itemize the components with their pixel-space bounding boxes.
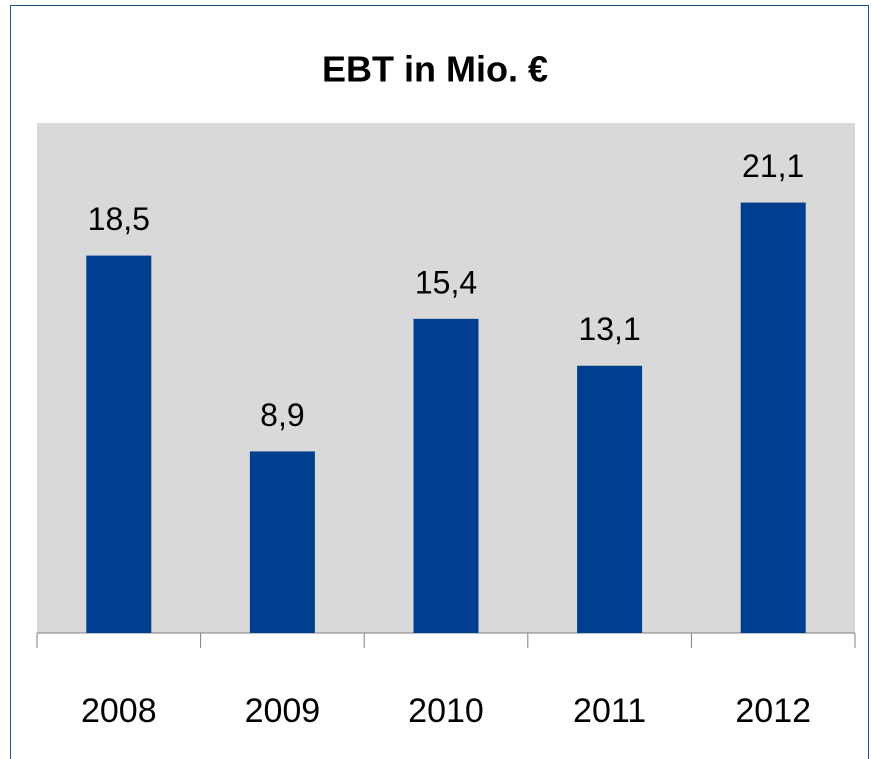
data-label: 13,1 <box>578 311 640 347</box>
x-tick-label: 2008 <box>81 692 157 730</box>
x-tick-label: 2012 <box>735 692 811 730</box>
data-label: 21,1 <box>742 148 804 184</box>
data-label: 15,4 <box>415 264 477 300</box>
bar <box>86 255 152 633</box>
bar <box>577 365 643 633</box>
data-label: 8,9 <box>260 397 304 433</box>
data-label: 18,5 <box>88 201 150 237</box>
x-tick-label: 2009 <box>245 692 321 730</box>
bar <box>413 318 479 633</box>
x-tick-label: 2011 <box>573 692 646 730</box>
bar <box>249 451 315 633</box>
bar <box>740 202 806 633</box>
x-tick-label: 2010 <box>408 692 484 730</box>
chart-title: EBT in Mio. € <box>322 49 548 90</box>
